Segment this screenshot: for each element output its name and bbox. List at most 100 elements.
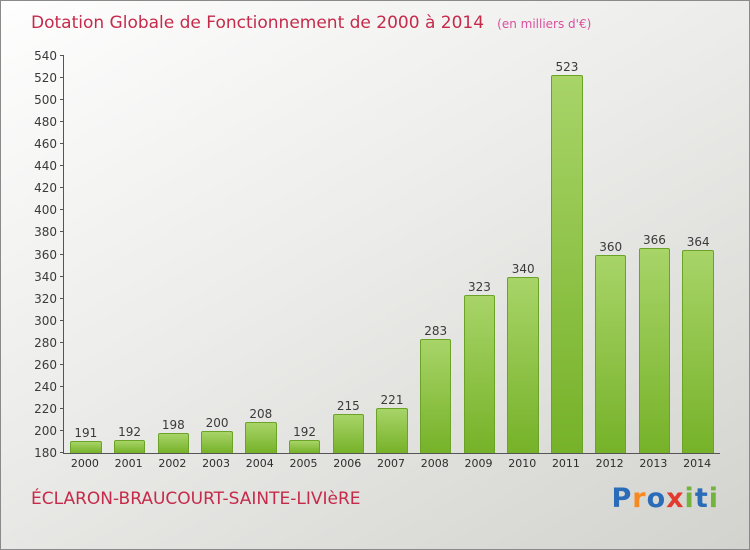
x-tick-label: 2001 [114,457,143,470]
x-tick-label: 2002 [158,457,187,470]
bar-series: 191 192 198 200 208 192 215 221 283 323 340 523 360 3… [64,56,720,453]
y-tick-label: 260 [34,357,57,372]
y-tick-label: 200 [34,423,57,438]
y-tick-label: 440 [34,159,57,174]
x-tick-label: 2005 [289,457,318,470]
bar-value-label: 191 [74,425,98,440]
bar [201,430,233,453]
bar-value-label: 523 [555,59,579,74]
bar-value-label: 364 [686,235,710,250]
x-tick-label: 2013 [639,457,668,470]
x-tick-label: 2004 [245,457,274,470]
bar-group: 192 [108,56,152,453]
y-tick-mark [60,165,64,167]
bar-value-label: 200 [205,415,229,430]
y-tick-mark [60,143,64,145]
bar-value-label: 340 [511,261,535,276]
y-tick-mark [60,407,64,409]
y-tick-mark [60,385,64,387]
bar-group: 198 [151,56,195,453]
bar-group: 192 [283,56,327,453]
bar-group: 215 [326,56,370,453]
bar-value-label: 192 [293,424,316,439]
bar-group: 221 [370,56,414,453]
bar [113,439,146,453]
bar-value-label: 208 [249,407,273,422]
x-tick-label: 2000 [70,457,99,470]
x-tick-label: 2010 [508,457,537,470]
y-tick-label: 480 [34,115,57,130]
y-tick-mark [60,121,64,123]
y-tick-label: 540 [34,49,57,63]
bar-value-label: 198 [161,418,185,433]
y-tick-mark [60,209,64,211]
bar-group: 200 [195,56,239,453]
y-tick-label: 420 [34,181,57,196]
bar [157,433,190,453]
y-tick-mark [60,341,64,343]
bar [376,407,408,453]
bar-value-label: 215 [336,399,360,414]
y-tick-label: 320 [34,291,57,306]
bar-group: 364 [676,56,720,453]
bar-value-label: 360 [599,239,623,254]
bar-group: 360 [589,56,633,453]
bar-group: 191 [64,56,108,453]
logo-letter: t [694,483,709,514]
y-tick-label: 220 [34,401,57,416]
y-tick-label: 240 [34,379,57,394]
logo-letter: r [632,483,647,514]
y-tick-label: 400 [34,203,57,218]
bar-group: 340 [501,56,545,453]
bar-group: 208 [239,56,283,453]
bar-value-label: 221 [380,392,404,407]
bar [288,439,321,453]
logo-letter: P [611,483,633,514]
x-tick-label: 2009 [464,457,493,470]
y-tick-label: 280 [34,335,57,350]
y-tick-mark [60,429,64,431]
logo-letter: i [708,483,719,514]
x-tick-label: 2007 [377,457,405,470]
x-axis-labels: 2000 2001 2002 2003 2004 2005 2006 2007 2008 2009… [63,457,719,470]
y-tick-label: 520 [34,71,57,86]
bar [594,254,627,453]
chart-header: Dotation Globale de Fonctionnement de 20… [31,13,591,33]
bar [638,247,671,453]
bar-value-label: 192 [118,424,142,439]
logo-letter: i [684,483,695,514]
proxiti-logo[interactable]: Proxiti [611,483,719,514]
x-tick-label: 2003 [202,457,231,470]
x-tick-label: 2008 [420,457,449,470]
y-tick-label: 460 [34,137,57,152]
y-tick-mark [60,231,64,233]
bar-group: 523 [545,56,589,453]
bar [463,295,496,453]
y-tick-mark [60,319,64,321]
bar-value-label: 366 [642,232,666,247]
y-tick-mark [60,99,64,101]
x-tick-label: 2014 [683,457,712,470]
bar [420,339,452,453]
y-tick-mark [60,77,64,79]
y-tick-mark [60,253,64,255]
bar-group: 366 [633,56,677,453]
bar-group: 323 [458,56,502,453]
bar [551,74,583,453]
bar-value-label: 323 [468,280,491,295]
commune-name: ÉCLARON-BRAUCOURT-SAINTE-LIVIèRE [31,489,361,509]
y-tick-label: 340 [34,269,57,284]
bar-group: 283 [414,56,458,453]
bar-value-label: 283 [424,324,448,339]
bar [245,422,277,453]
bar [507,276,539,453]
logo-letter: o [646,483,667,514]
y-tick-label: 180 [34,446,57,460]
y-tick-mark [60,275,64,277]
plot-area: 540 520 500 480 460 440 420 400 380 360 340 320 300 2… [34,50,720,459]
bar [332,414,365,453]
x-tick-label: 2011 [551,457,580,470]
y-tick-label: 500 [34,93,57,108]
y-tick-label: 360 [34,247,57,262]
